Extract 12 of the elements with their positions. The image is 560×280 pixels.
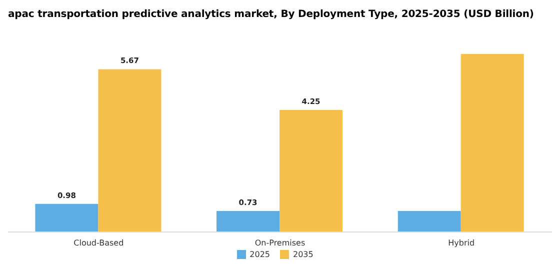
- bar: [216, 211, 280, 232]
- legend-label: 2035: [293, 250, 314, 259]
- bar: [280, 110, 343, 232]
- x-tick-label: Cloud-Based: [74, 238, 124, 248]
- chart-title: apac transportation predictive analytics market, By Deployment Type, 2025-2035 (USD Billion): [8, 8, 535, 22]
- bar: [98, 69, 162, 232]
- x-tick-label: Hybrid: [448, 238, 475, 248]
- bar: [398, 211, 461, 232]
- x-tick-label: On-Premises: [254, 238, 306, 248]
- legend-label: 2025: [250, 250, 270, 259]
- bar: [460, 54, 524, 232]
- bar: [35, 204, 98, 232]
